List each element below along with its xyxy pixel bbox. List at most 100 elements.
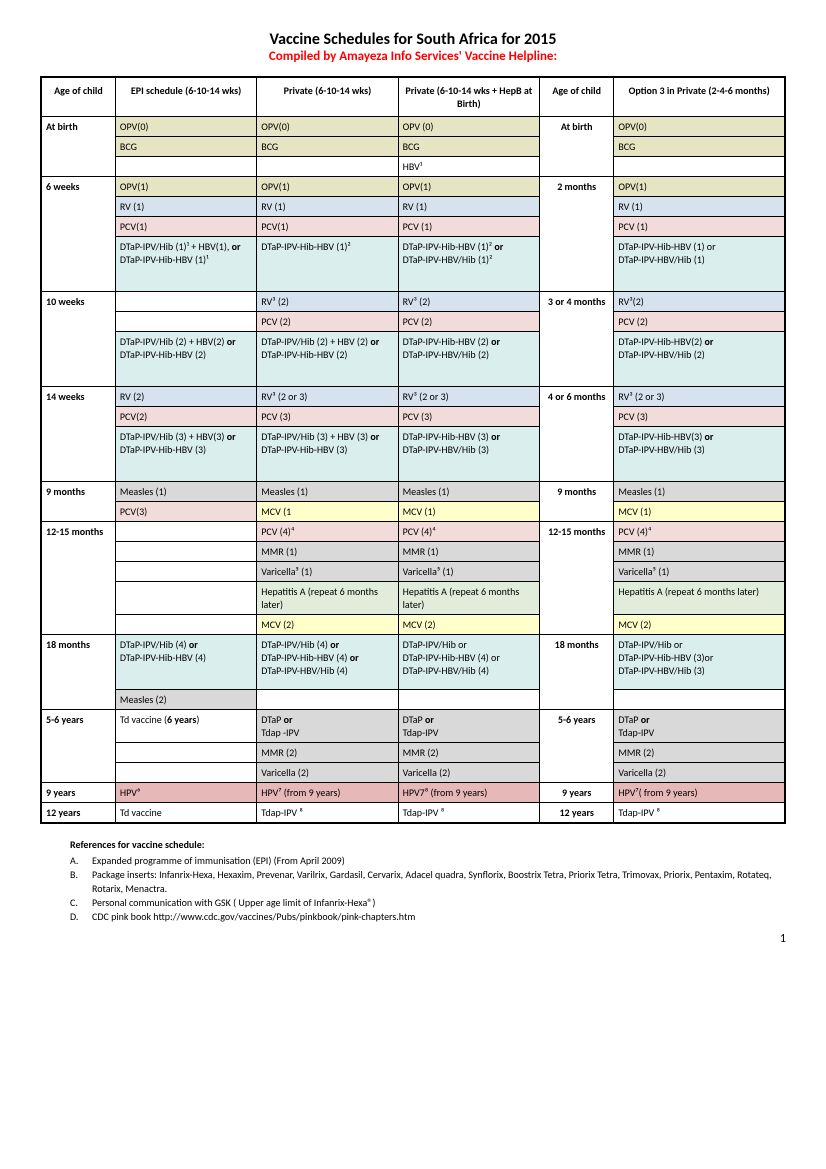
references-heading: References for vaccine schedule: (70, 838, 786, 852)
cell: Measles (1) (115, 482, 256, 502)
cell: DTaP orTdap-IPV (398, 710, 539, 743)
table-row: HBV¹ (41, 157, 785, 177)
age-cell: At birth (539, 117, 613, 177)
cell: MCV (1 (257, 502, 398, 522)
cell: Measles (2) (115, 690, 256, 710)
cell: DTaP-IPV/Hib (2) + HBV(2) orDTaP-IPV-Hib… (115, 332, 256, 387)
cell: DTaP-IPV/Hib (1)¹ + HBV(1), orDTaP-IPV-H… (115, 237, 256, 292)
cell (115, 615, 256, 635)
cell: OPV(0) (257, 117, 398, 137)
hdr-age2: Age of child (539, 77, 613, 117)
references: References for vaccine schedule: A.Expan… (40, 838, 786, 924)
cell: PCV (3) (614, 407, 785, 427)
cell: DTaP-IPV/Hib (3) + HBV (3) orDTaP-IPV-Hi… (257, 427, 398, 482)
cell (115, 157, 256, 177)
cell: BCG (257, 137, 398, 157)
age-cell: 9 years (41, 783, 115, 803)
table-row: 18 monthsDTaP-IPV/Hib (4) orDTaP-IPV-Hib… (41, 635, 785, 690)
table-row: Varicella⁵ (1)Varicella⁵ (1)Varicella⁵ (… (41, 562, 785, 582)
cell: HPV⁷ (from 9 years) (257, 783, 398, 803)
table-row: DTaP-IPV/Hib (3) + HBV(3) orDTaP-IPV-Hib… (41, 427, 785, 482)
cell: Measles (1) (257, 482, 398, 502)
reference-item: B.Package inserts: Infanrix-Hexa, Hexaxi… (70, 868, 786, 896)
cell: PCV (1) (614, 217, 785, 237)
cell: HPV⁷( from 9 years) (614, 783, 785, 803)
cell: MCV (2) (257, 615, 398, 635)
cell: RV (1) (398, 197, 539, 217)
cell: PCV (1) (398, 217, 539, 237)
hdr-epi: EPI schedule (6-10-14 wks) (115, 77, 256, 117)
table-row: 9 monthsMeasles (1)Measles (1)Measles (1… (41, 482, 785, 502)
cell: OPV (0) (398, 117, 539, 137)
cell: RV (1) (115, 197, 256, 217)
page-subtitle: Compiled by Amayeza Info Services' Vacci… (40, 49, 786, 64)
cell (115, 292, 256, 312)
age-cell: 6 weeks (41, 177, 115, 292)
cell: MCV (1) (614, 502, 785, 522)
hdr-age1: Age of child (41, 77, 115, 117)
cell: DTaP-IPV/Hib orDTaP-IPV-Hib-HBV (4) orDT… (398, 635, 539, 690)
cell: HBV¹ (398, 157, 539, 177)
cell: RV³ (2 or 3) (257, 387, 398, 407)
cell (614, 690, 785, 710)
cell: RV³ (2 or 3) (398, 387, 539, 407)
table-row: 12 yearsTd vaccineTdap-IPV ⁸Tdap-IPV ⁸12… (41, 803, 785, 824)
cell: RV³ (2) (398, 292, 539, 312)
cell: PCV (4)⁴ (614, 522, 785, 542)
cell (115, 522, 256, 542)
cell: HPV⁶ (115, 783, 256, 803)
table-body: At birthOPV(0)OPV(0)OPV (0)At birthOPV(0… (41, 117, 785, 824)
cell: Varicella⁵ (1) (257, 562, 398, 582)
page-number: 1 (40, 932, 786, 946)
table-row: PCV(1)PCV(1)PCV (1)PCV (1) (41, 217, 785, 237)
cell: DTaP-IPV/Hib (4) orDTaP-IPV-Hib-HBV (4) (115, 635, 256, 690)
cell (115, 542, 256, 562)
cell: OPV(0) (115, 117, 256, 137)
page-title: Vaccine Schedules for South Africa for 2… (40, 30, 786, 49)
cell: OPV(1) (115, 177, 256, 197)
table-row: DTaP-IPV/Hib (2) + HBV(2) orDTaP-IPV-Hib… (41, 332, 785, 387)
cell: DTaP-IPV/Hib orDTaP-IPV-Hib-HBV (3)orDTa… (614, 635, 785, 690)
cell: DTaP-IPV-Hib-HBV (1) orDTaP-IPV-HBV/Hib … (614, 237, 785, 292)
age-cell: 9 years (539, 783, 613, 803)
cell: Tdap-IPV ⁸ (257, 803, 398, 824)
cell: PCV (2) (614, 312, 785, 332)
cell: DTaP-IPV-Hib-HBV (2) orDTaP-IPV-HBV/Hib … (398, 332, 539, 387)
cell: RV (1) (614, 197, 785, 217)
age-cell: 4 or 6 months (539, 387, 613, 482)
cell: PCV (2) (398, 312, 539, 332)
header-row: Age of child EPI schedule (6-10-14 wks) … (41, 77, 785, 117)
cell: Hepatitis A (repeat 6 months later) (257, 582, 398, 615)
cell: DTaP-IPV/Hib (3) + HBV(3) orDTaP-IPV-Hib… (115, 427, 256, 482)
cell: DTaP-IPV/Hib (4) orDTaP-IPV-Hib-HBV (4) … (257, 635, 398, 690)
table-row: MMR (1)MMR (1)MMR (1) (41, 542, 785, 562)
cell: MCV (2) (398, 615, 539, 635)
cell: Td vaccine (115, 803, 256, 824)
age-cell: 9 months (41, 482, 115, 522)
references-list: A.Expanded programme of immunisation (EP… (70, 854, 786, 924)
cell: DTaP orTdap-IPV (614, 710, 785, 743)
cell: PCV (3) (257, 407, 398, 427)
cell: HPV7⁸ (from 9 years) (398, 783, 539, 803)
cell: MCV (1) (398, 502, 539, 522)
vaccine-schedule-table: Age of child EPI schedule (6-10-14 wks) … (40, 76, 786, 824)
table-row: 9 yearsHPV⁶HPV⁷ (from 9 years)HPV7⁸ (fro… (41, 783, 785, 803)
table-row: PCV(3)MCV (1MCV (1)MCV (1) (41, 502, 785, 522)
cell: Varicella⁵ (1) (398, 562, 539, 582)
cell: Hepatitis A (repeat 6 months later) (398, 582, 539, 615)
age-cell: 3 or 4 months (539, 292, 613, 387)
table-row: 14 weeksRV (2)RV³ (2 or 3)RV³ (2 or 3)4 … (41, 387, 785, 407)
cell: MMR (1) (398, 542, 539, 562)
age-cell: 18 months (539, 635, 613, 710)
cell: Tdap-IPV ⁸ (614, 803, 785, 824)
age-cell: 18 months (41, 635, 115, 710)
cell: Tdap-IPV ⁸ (398, 803, 539, 824)
cell: BCG (614, 137, 785, 157)
age-cell: 14 weeks (41, 387, 115, 482)
cell: MMR (2) (614, 743, 785, 763)
cell: MMR (1) (614, 542, 785, 562)
cell: DTaP orTdap -IPV (257, 710, 398, 743)
cell: PCV (4)⁴ (398, 522, 539, 542)
cell (115, 582, 256, 615)
age-cell: 5-6 years (539, 710, 613, 783)
